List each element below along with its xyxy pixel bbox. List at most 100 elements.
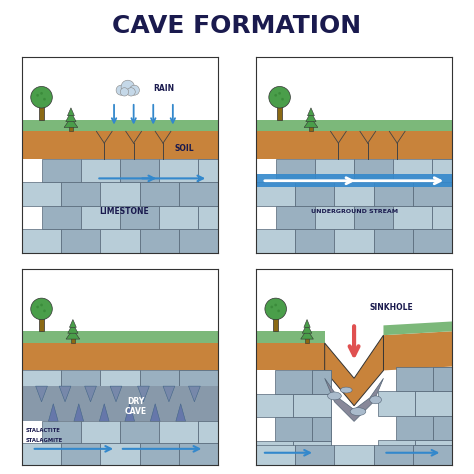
Circle shape xyxy=(265,298,286,319)
Bar xyxy=(198,421,218,443)
Circle shape xyxy=(274,94,277,97)
Bar xyxy=(256,174,452,187)
Bar xyxy=(312,418,330,441)
Bar xyxy=(432,159,452,182)
Bar xyxy=(378,440,415,465)
Bar xyxy=(256,445,295,465)
Bar xyxy=(275,371,312,394)
Bar xyxy=(415,440,452,465)
Bar xyxy=(22,443,61,465)
Bar xyxy=(198,421,218,443)
Bar xyxy=(276,159,315,182)
Bar xyxy=(198,206,218,229)
Bar xyxy=(256,394,293,418)
Ellipse shape xyxy=(328,392,341,400)
Bar xyxy=(312,418,330,441)
Bar xyxy=(179,182,218,206)
Bar xyxy=(69,126,73,131)
Bar xyxy=(432,206,452,229)
Text: CAVE FORMATION: CAVE FORMATION xyxy=(112,14,362,38)
Polygon shape xyxy=(383,321,452,335)
Polygon shape xyxy=(66,112,76,121)
Polygon shape xyxy=(176,404,186,421)
Bar xyxy=(61,371,100,386)
Bar xyxy=(256,182,295,206)
Bar xyxy=(374,445,413,465)
Bar xyxy=(433,366,452,391)
Ellipse shape xyxy=(340,387,352,393)
Bar xyxy=(335,229,374,253)
Text: LIMESTONE: LIMESTONE xyxy=(99,207,149,216)
Text: UNDERGROUND STREAM: UNDERGROUND STREAM xyxy=(310,209,398,214)
Bar xyxy=(315,159,354,182)
Polygon shape xyxy=(67,108,74,116)
Bar xyxy=(305,337,309,343)
Bar xyxy=(22,182,61,206)
Bar xyxy=(309,126,313,131)
Bar xyxy=(256,331,325,343)
Circle shape xyxy=(121,80,135,93)
Bar xyxy=(256,441,293,465)
Polygon shape xyxy=(48,404,58,421)
Polygon shape xyxy=(68,323,78,333)
Bar xyxy=(256,119,452,131)
Bar xyxy=(415,391,452,416)
Circle shape xyxy=(129,85,139,95)
Bar xyxy=(39,318,44,331)
Bar xyxy=(179,371,218,386)
Bar xyxy=(413,182,452,206)
Bar xyxy=(61,443,100,465)
Bar xyxy=(354,159,393,182)
Polygon shape xyxy=(304,319,310,328)
Bar xyxy=(312,371,330,394)
Polygon shape xyxy=(150,404,160,421)
Bar xyxy=(139,229,179,253)
Polygon shape xyxy=(137,386,149,402)
Bar xyxy=(179,182,218,206)
Circle shape xyxy=(31,298,52,319)
Circle shape xyxy=(43,310,46,312)
Bar xyxy=(22,119,218,131)
Bar xyxy=(71,337,75,343)
Bar xyxy=(295,445,335,465)
Polygon shape xyxy=(302,323,312,333)
Bar xyxy=(159,159,198,182)
Circle shape xyxy=(31,86,52,108)
Circle shape xyxy=(274,304,277,306)
Circle shape xyxy=(281,98,284,100)
Bar xyxy=(293,441,330,465)
Polygon shape xyxy=(85,386,96,402)
Circle shape xyxy=(269,86,291,108)
Polygon shape xyxy=(325,378,383,421)
Polygon shape xyxy=(36,386,47,402)
Ellipse shape xyxy=(350,408,366,416)
Bar xyxy=(354,206,393,229)
Polygon shape xyxy=(70,319,76,328)
Bar xyxy=(22,331,218,343)
Circle shape xyxy=(116,85,126,95)
Bar xyxy=(100,371,139,386)
Bar xyxy=(432,159,452,182)
Bar xyxy=(22,131,218,159)
Bar xyxy=(273,318,278,331)
Bar xyxy=(256,229,295,253)
Bar xyxy=(22,229,61,253)
Bar xyxy=(393,206,432,229)
Circle shape xyxy=(270,306,273,308)
Circle shape xyxy=(277,310,280,312)
Polygon shape xyxy=(308,108,314,116)
Polygon shape xyxy=(301,329,313,339)
Polygon shape xyxy=(383,331,452,371)
Bar xyxy=(374,182,413,206)
Bar xyxy=(335,182,374,206)
Bar xyxy=(335,445,374,465)
Circle shape xyxy=(43,98,46,100)
Bar xyxy=(81,206,120,229)
Bar xyxy=(413,182,452,206)
Polygon shape xyxy=(306,112,316,121)
Polygon shape xyxy=(100,404,109,421)
Bar xyxy=(374,229,413,253)
Bar xyxy=(295,182,335,206)
Bar xyxy=(100,443,139,465)
Bar xyxy=(433,416,452,440)
